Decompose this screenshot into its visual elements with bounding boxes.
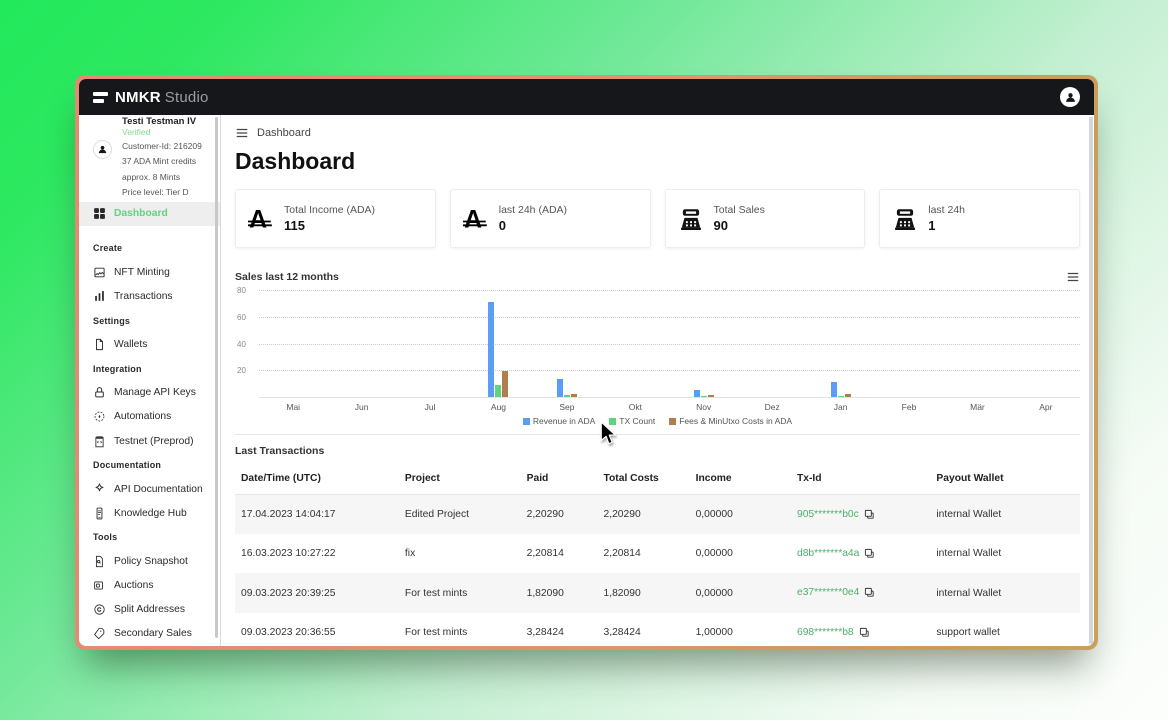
svg-text:A: A — [464, 206, 482, 232]
svg-text:A: A — [249, 206, 267, 232]
svg-text:C: C — [97, 608, 101, 614]
